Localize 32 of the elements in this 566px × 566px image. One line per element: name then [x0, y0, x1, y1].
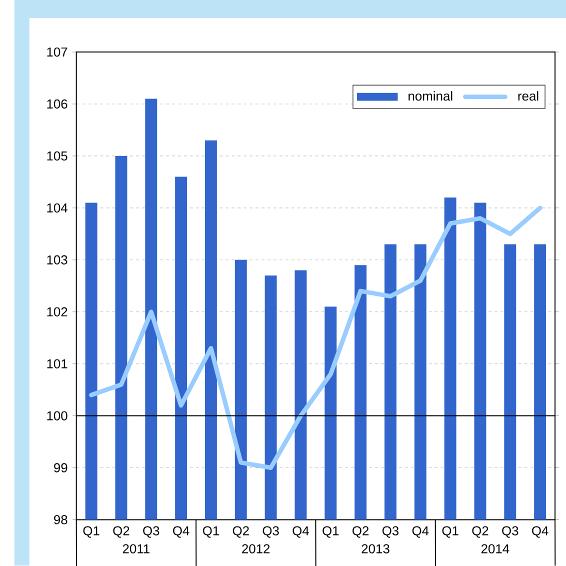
y-tick-label: 105 — [47, 152, 68, 161]
x-tick-label: Q4 — [292, 526, 309, 538]
text: 2013 — [362, 544, 390, 554]
y-tick-label: 103 — [47, 255, 68, 265]
y-tick-label: 104 — [47, 204, 68, 213]
y-tick-label: 100 — [47, 411, 68, 421]
x-tick-label: Q3 — [262, 526, 279, 538]
y-tick-label: 107 — [47, 48, 68, 57]
x-tick-label: Q2 — [472, 526, 488, 538]
x-tick-label: Q4 — [412, 526, 429, 538]
y-tick-label: 99 — [54, 463, 68, 473]
x-tick-label: Q4 — [532, 526, 548, 538]
x-tick-label: Q2 — [352, 526, 369, 538]
y-tick-label: 101 — [47, 359, 68, 369]
y-tick-label: 102 — [47, 307, 68, 317]
x-tick-label: Q1 — [202, 526, 219, 538]
x-tick-label: Q1 — [83, 526, 100, 538]
text: 2014 — [481, 544, 510, 554]
x-tick-label: Q1 — [442, 526, 458, 538]
legend-label: nominal — [408, 91, 452, 101]
x-tick-label: Q1 — [322, 526, 339, 538]
x-tick-label: Q2 — [232, 526, 249, 538]
x-tick-label: Q2 — [113, 526, 130, 538]
x-tick-label: Q3 — [382, 526, 399, 538]
text: 2011 — [122, 544, 150, 554]
y-tick-label: 98 — [54, 515, 68, 524]
x-tick-label: Q3 — [502, 526, 518, 538]
text: 2012 — [242, 544, 270, 554]
legend-label: real — [518, 91, 538, 101]
x-tick-label: Q4 — [173, 526, 190, 538]
y-tick-label: 106 — [47, 100, 68, 109]
x-tick-label: Q3 — [143, 526, 160, 538]
